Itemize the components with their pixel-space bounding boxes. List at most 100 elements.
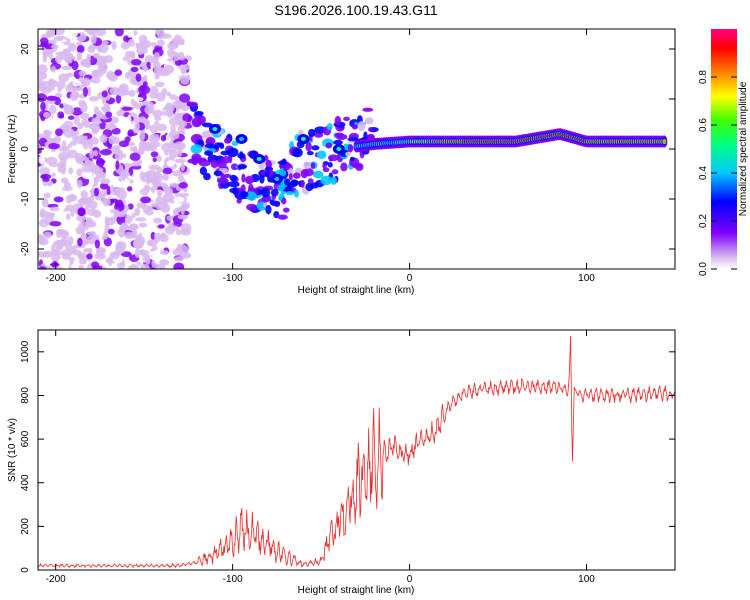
spectrogram-blob: [213, 170, 223, 177]
spectrogram-blob: [326, 123, 333, 131]
spectrogram-speckle: [166, 160, 175, 167]
spectrogram-blob: [347, 144, 354, 153]
spectrogram-speckle: [50, 44, 59, 50]
spectrogram-speckle: [108, 135, 117, 145]
spectrogram-speckle: [51, 172, 56, 178]
spectrogram-speckle: [88, 176, 95, 187]
spectrogram-blob: [334, 115, 342, 126]
spectrogram-blob: [210, 159, 219, 169]
spectrogram-speckle: [102, 197, 111, 207]
spectrogram-blob: [277, 214, 288, 220]
spectrogram-speckle: [53, 196, 64, 203]
spectrogram-speckle: [134, 248, 140, 259]
spectrogram-speckle: [166, 240, 178, 250]
spectrogram-blob: [305, 142, 312, 152]
spectrogram-blob: [368, 127, 373, 132]
y-tick-label: 400: [20, 474, 31, 491]
spectrogram-blob: [214, 142, 222, 148]
spectrogram-speckle: [38, 236, 47, 245]
ridge-node-core: [212, 127, 218, 131]
spectrogram-speckle: [46, 95, 58, 101]
spectrogram-speckle: [40, 173, 52, 180]
spectrogram-speckle: [60, 177, 69, 184]
spectrogram-speckle: [90, 34, 97, 44]
spectrogram-speckle: [97, 44, 103, 53]
spectrogram-speckle: [170, 125, 176, 132]
spectrogram-speckle: [143, 209, 150, 214]
spectrogram-blob: [227, 181, 240, 188]
spectrogram-speckle: [65, 204, 74, 210]
spectrogram-speckle: [135, 73, 142, 82]
spectrogram-speckle: [178, 55, 186, 61]
spectrogram-speckle: [78, 221, 90, 231]
spectrogram-blob: [303, 161, 312, 169]
spectrogram-speckle: [138, 249, 144, 255]
spectrogram-speckle: [160, 134, 166, 142]
spectrogram-speckle: [178, 63, 190, 71]
spectrogram-blob: [307, 178, 314, 184]
spectrogram-speckle: [82, 248, 92, 253]
spectrogram-speckle: [180, 228, 192, 236]
spectrogram-speckle: [152, 109, 163, 118]
spectrogram-speckle: [153, 116, 162, 121]
spectrogram-blob: [223, 173, 232, 178]
spectrogram-speckle: [127, 38, 135, 47]
spectrogram-speckle: [52, 29, 65, 36]
spectrogram-speckle: [86, 53, 91, 64]
spectrogram-speckle: [77, 122, 84, 130]
spectrogram-speckle: [71, 60, 79, 71]
spectrogram-speckle: [87, 86, 92, 97]
spectrogram-heatmap: [38, 29, 668, 269]
spectrogram-speckle: [149, 92, 159, 99]
spectrogram-speckle: [38, 71, 48, 80]
spectrogram-speckle: [150, 231, 156, 240]
spectrogram-speckle: [46, 30, 52, 38]
spectrogram-speckle: [109, 87, 120, 96]
spectrogram-speckle: [129, 223, 139, 229]
spectrogram-speckle: [65, 213, 71, 220]
spectrogram-blob: [322, 162, 327, 169]
spectrogram-speckle: [98, 194, 103, 199]
spectrogram-blob: [300, 169, 308, 179]
colorbar-label: Normalized spectral amplitude: [738, 81, 749, 216]
spectrogram-speckle: [63, 106, 75, 115]
y-tick-label: 800: [20, 387, 31, 404]
spectrogram-speckle: [157, 189, 162, 198]
spectrogram-speckle: [153, 121, 160, 126]
spectrogram-speckle: [90, 76, 101, 84]
spectrogram-speckle: [53, 36, 64, 42]
spectrogram-speckle: [88, 200, 98, 210]
x-tick-label: -100: [223, 273, 243, 284]
y-tick-label: 10: [20, 93, 31, 105]
spectrogram-speckle: [38, 40, 41, 46]
spectrogram-speckle: [100, 182, 108, 190]
spectrogram-speckle: [76, 45, 85, 54]
spectrogram-speckle: [161, 110, 173, 116]
x-tick-label: 0: [407, 574, 413, 585]
snr-xlabel: Height of straight line (km): [298, 585, 415, 596]
spectrogram-blob: [308, 128, 316, 138]
spectrogram-speckle: [139, 130, 146, 141]
spectrogram-speckle: [48, 78, 55, 87]
spectrogram-speckle: [80, 135, 88, 140]
spectrogram-speckle: [105, 218, 116, 226]
spectrogram-speckle: [89, 149, 94, 159]
spectrogram-blob: [282, 207, 290, 213]
spectrogram-speckle: [146, 61, 151, 69]
spectrogram-blob: [357, 121, 366, 131]
spectrogram-blob: [331, 169, 339, 175]
spectrogram-speckle: [54, 128, 63, 137]
spectrogram-speckle: [136, 261, 142, 266]
spectrogram-speckle: [115, 160, 120, 170]
spectrogram-speckle: [107, 228, 115, 235]
spectrogram-blob: [333, 139, 343, 145]
spectrogram-speckle: [76, 215, 87, 222]
spectrogram-speckle: [122, 56, 129, 62]
spectrogram-blob: [216, 160, 227, 169]
spectrogram-speckle: [106, 185, 111, 196]
x-tick-label: -200: [46, 273, 66, 284]
spectrogram-speckle: [88, 96, 100, 102]
spectrogram-blob: [216, 177, 229, 184]
x-tick-label: -200: [46, 574, 66, 585]
